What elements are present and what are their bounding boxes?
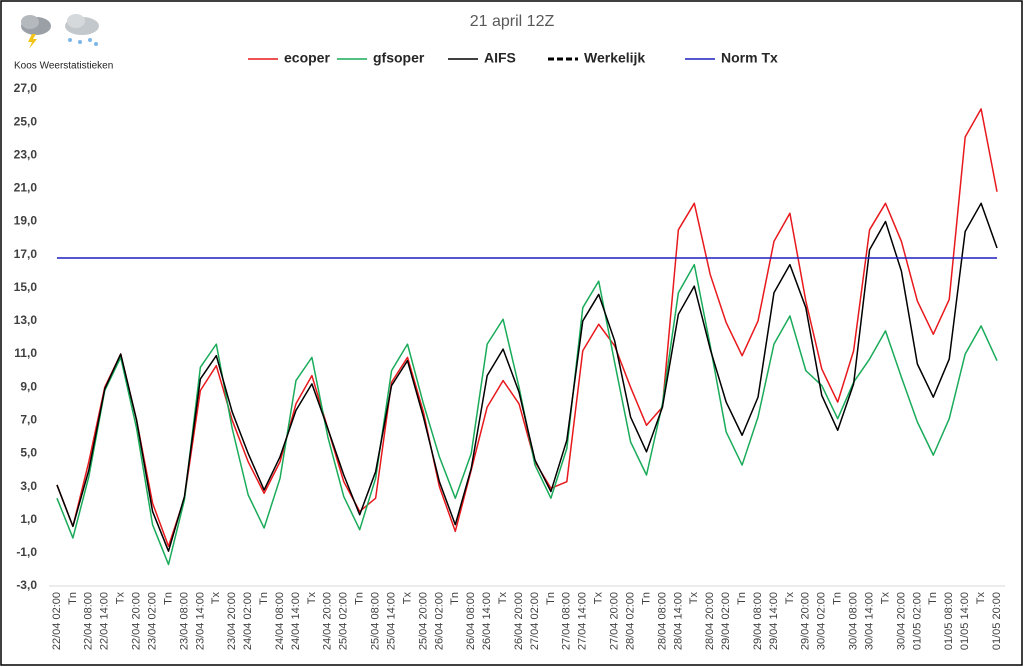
series-line: [56, 202, 998, 552]
y-tick-label: 17,0: [14, 247, 38, 261]
x-tick-label: 22/04 14:00: [99, 592, 111, 650]
x-tick-label: Tn: [67, 592, 79, 605]
x-tick-label: 28/04 02:00: [624, 592, 636, 650]
x-tick-label: 30/04 08:00: [848, 592, 860, 650]
x-tick-label: 25/04 02:00: [338, 592, 350, 650]
x-tick-label: 25/04 14:00: [385, 592, 397, 650]
x-tick-label: 27/04 20:00: [609, 592, 621, 650]
chart-title: 21 april 12Z: [470, 13, 555, 30]
y-tick-label: 23,0: [14, 147, 38, 161]
x-tick-label: Tn: [736, 592, 748, 605]
x-tick-label: 25/04 08:00: [370, 592, 382, 650]
x-tick-label: Tx: [210, 592, 222, 605]
x-tick-label: 30/04 20:00: [895, 592, 907, 650]
x-tick-label: 23/04 20:00: [226, 592, 238, 650]
x-tick-label: 26/04 20:00: [513, 592, 525, 650]
x-tick-label: 23/04 08:00: [178, 592, 190, 650]
x-tick-label: 29/04 14:00: [768, 592, 780, 650]
x-tick-label: 24/04 14:00: [290, 592, 302, 650]
y-tick-label: -1,0: [16, 545, 37, 559]
x-tick-label: 22/04 20:00: [131, 592, 143, 650]
y-tick-label: -3,0: [16, 578, 37, 592]
x-tick-label: 28/04 20:00: [704, 592, 716, 650]
x-tick-label: Tn: [354, 592, 366, 605]
x-tick-label: 29/04 02:00: [720, 592, 732, 650]
x-tick-label: Tn: [258, 592, 270, 605]
x-tick-label: 24/04 02:00: [242, 592, 254, 650]
x-tick-label: 23/04 02:00: [146, 592, 158, 650]
x-tick-label: 01/05 14:00: [959, 592, 971, 650]
y-tick-label: 5,0: [20, 446, 37, 460]
x-tick-label: Tn: [162, 592, 174, 605]
brand: Koos Weerstatistieken: [14, 61, 113, 72]
x-tick-label: Tn: [545, 592, 557, 605]
x-tick-label: 22/04 08:00: [83, 592, 95, 650]
x-tick-label: 30/04 14:00: [863, 592, 875, 650]
legend-label: Werkelijk: [584, 50, 645, 66]
x-tick-label: 24/04 20:00: [322, 592, 334, 650]
x-tick-label: Tx: [306, 592, 318, 605]
x-tick-label: Tn: [640, 592, 652, 605]
x-tick-label: Tn: [927, 592, 939, 605]
logo: [21, 14, 99, 49]
legend-label: Norm Tx: [721, 50, 778, 66]
x-tick-label: 28/04 08:00: [656, 592, 668, 650]
x-tick-label: 29/04 20:00: [800, 592, 812, 650]
x-tick-label: Tn: [832, 592, 844, 605]
x-tick-label: 27/04 14:00: [577, 592, 589, 650]
y-tick-label: 19,0: [14, 214, 38, 228]
x-tick-label: 27/04 02:00: [529, 592, 541, 650]
x-tick-label: 26/04 08:00: [465, 592, 477, 650]
y-tick-label: 9,0: [20, 379, 37, 393]
y-tick-label: 25,0: [14, 114, 38, 128]
x-tick-label: 29/04 08:00: [752, 592, 764, 650]
x-tick-label: 26/04 14:00: [481, 592, 493, 650]
x-tick-label: 30/04 02:00: [816, 592, 828, 650]
x-tick-label: 01/05 20:00: [991, 592, 1003, 650]
legend-label: ecoper: [284, 50, 330, 66]
y-tick-label: 15,0: [14, 280, 38, 294]
x-tick-label: 28/04 14:00: [672, 592, 684, 650]
legend-label: gfsoper: [373, 50, 425, 66]
y-tick-label: 13,0: [14, 313, 38, 327]
x-tick-label: Tx: [497, 592, 509, 605]
x-tick-label: Tx: [879, 592, 891, 605]
x-tick-label: Tx: [688, 592, 700, 605]
y-tick-label: 7,0: [20, 413, 37, 427]
x-tick-label: 27/04 08:00: [561, 592, 573, 650]
x-tick-label: 22/04 02:00: [51, 592, 63, 650]
y-tick-label: 27,0: [14, 81, 38, 95]
x-tick-label: Tx: [401, 592, 413, 605]
y-tick-label: 11,0: [14, 346, 37, 360]
y-tick-label: 21,0: [14, 181, 38, 195]
y-tick-label: 1,0: [20, 512, 37, 526]
x-tick-label: 25/04 20:00: [417, 592, 429, 650]
series-line: [56, 108, 998, 547]
x-tick-label: Tx: [593, 592, 605, 605]
x-tick-label: 26/04 02:00: [433, 592, 445, 650]
legend-label: AIFS: [484, 50, 516, 66]
x-tick-label: 23/04 14:00: [194, 592, 206, 650]
x-tick-label: Tn: [449, 592, 461, 605]
x-tick-label: Tx: [784, 592, 796, 605]
x-tick-label: Tx: [975, 592, 987, 605]
x-tick-label: 24/04 08:00: [274, 592, 286, 650]
y-tick-label: 3,0: [20, 479, 37, 493]
x-tick-label: 01/05 02:00: [911, 592, 923, 650]
x-tick-label: Tx: [115, 592, 127, 605]
x-tick-label: 01/05 08:00: [943, 592, 955, 650]
